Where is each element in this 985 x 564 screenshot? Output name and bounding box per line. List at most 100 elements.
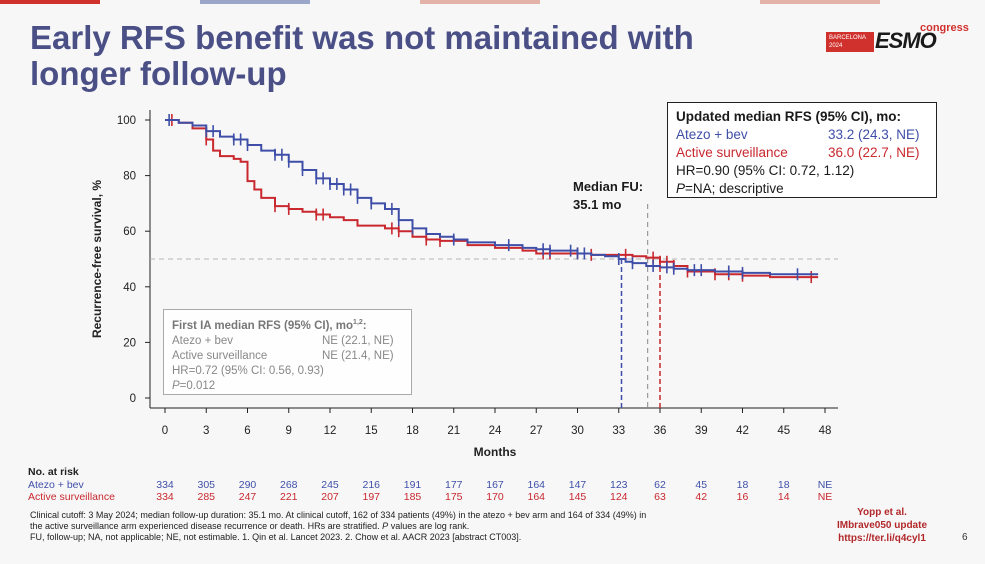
risk-value: 247 — [238, 491, 257, 503]
median-fu-label: Median FU: 35.1 mo — [573, 178, 663, 214]
risk-value: 14 — [777, 491, 790, 503]
y-tick-label: 100 — [117, 115, 136, 127]
x-tick-label: 3 — [203, 425, 209, 437]
top-accent-bar — [0, 0, 985, 5]
risk-value: 42 — [695, 491, 708, 503]
x-tick-label: 6 — [244, 425, 250, 437]
x-tick-label: 27 — [530, 425, 543, 437]
first-ia-atezo-name: Atezo + bev — [172, 334, 234, 347]
first-ia-surv-value: NE (21.4, NE) — [322, 349, 394, 362]
logo-congress-text: congress — [920, 22, 969, 34]
risk-value: 191 — [403, 478, 422, 491]
risk-row-surveillance: Active surveillance 334 285 247 221 207 197 18… — [28, 491, 848, 504]
logo-city: BARCELONA — [829, 35, 867, 41]
risk-value: 147 — [568, 478, 587, 491]
esmo-congress-logo: BARCELONA 2024 ESMO congress — [826, 22, 969, 54]
logo-esmo-text: ESMO — [875, 28, 937, 53]
risk-value: 207 — [321, 491, 339, 503]
x-tick-label: 36 — [654, 425, 667, 437]
risk-value: 167 — [486, 478, 504, 491]
y-tick-label: 40 — [123, 282, 136, 294]
first-ia-header: First IA median RFS (95% CI), mo1,2: — [172, 315, 403, 334]
risk-value: NE — [817, 478, 833, 491]
legend-surv-name: Active surveillance — [676, 145, 788, 160]
first-ia-box: First IA median RFS (95% CI), mo1,2: Ate… — [163, 309, 412, 395]
risk-row-atezo: Atezo + bev 334 305 290 268 245 216 191 177 167 1… — [28, 479, 848, 492]
footnote-line2: the active surveillance arm experienced … — [30, 521, 820, 532]
x-tick-label: 48 — [819, 425, 832, 437]
footnote-line1: Clinical cutoff: 3 May 2024; median foll… — [30, 510, 647, 520]
logo-year: 2024 — [829, 43, 843, 49]
risk-value: 63 — [654, 491, 666, 503]
y-tick-label: 20 — [123, 337, 136, 349]
y-tick-label: 60 — [123, 226, 136, 238]
title-line-1: Early RFS benefit was not maintained wit… — [30, 19, 694, 56]
risk-value: 18 — [777, 478, 790, 491]
risk-value: 334 — [156, 478, 174, 491]
first-ia-header-text: First IA median RFS (95% CI), mo — [172, 319, 354, 332]
legend-atezo-name: Atezo + bev — [676, 127, 748, 142]
risk-row-label: Atezo + bev — [28, 478, 84, 491]
risk-value: 16 — [736, 491, 749, 503]
updated-median-legend: Updated median RFS (95% CI), mo: Atezo +… — [667, 102, 937, 198]
risk-value: 245 — [321, 478, 339, 491]
first-ia-atezo-value: NE (22.1, NE) — [322, 334, 394, 347]
legend-row-surveillance: Active surveillance 36.0 (22.7, NE) — [676, 144, 928, 162]
first-ia-row-atezo: Atezo + bev NE (22.1, NE) — [172, 334, 403, 349]
y-tick-label: 80 — [123, 171, 136, 183]
x-tick-label: 45 — [777, 425, 790, 437]
x-tick-label: 18 — [406, 425, 419, 437]
x-tick-label: 30 — [571, 425, 584, 437]
x-tick-label: 21 — [447, 425, 460, 437]
footnote-line3: FU, follow-up; NA, not applicable; NE, n… — [30, 532, 522, 542]
legend-p-label: P — [676, 181, 686, 196]
risk-value: 305 — [197, 478, 216, 491]
risk-value: NE — [817, 491, 833, 503]
risk-table: No. at risk Atezo + bev 334 305 290 268 245 2… — [28, 466, 848, 504]
series-line-atezo — [165, 119, 819, 276]
slide-title: Early RFS benefit was not maintained wit… — [30, 20, 790, 92]
x-tick-label: 42 — [736, 425, 749, 437]
footnote-line2-p: P — [382, 521, 389, 531]
risk-value: 164 — [527, 491, 546, 503]
page-number: 6 — [962, 532, 968, 543]
risk-value: 268 — [279, 478, 298, 491]
km-chart: 0 3 6 9 12 15 18 21 24 27 30 33 36 39 42 45 480204060801… — [90, 110, 838, 459]
risk-value: 164 — [527, 478, 546, 491]
first-ia-p: P=0.012 — [172, 379, 403, 394]
x-axis-title: Months — [474, 445, 517, 459]
first-ia-header-end: : — [362, 319, 367, 332]
x-tick-label: 39 — [695, 425, 708, 437]
first-ia-p-rest: =0.012 — [179, 379, 216, 392]
x-tick-label: 0 — [162, 425, 168, 437]
legend-row-atezo: Atezo + bev 33.2 (24.3, NE) — [676, 126, 928, 144]
footnote-line2b: values are log rank. — [388, 521, 470, 531]
risk-table-header: No. at risk — [28, 466, 79, 478]
legend-hr: HR=0.90 (95% CI: 0.72, 1.12) — [676, 163, 855, 178]
x-tick-label: 12 — [324, 425, 337, 437]
legend-atezo-value: 33.2 (24.3, NE) — [828, 127, 920, 142]
logo-barcelona-box: BARCELONA 2024 — [826, 32, 874, 52]
y-tick-label: 0 — [130, 393, 136, 405]
footnote-line2a: the active surveillance arm experienced … — [30, 521, 383, 531]
risk-value: 185 — [403, 491, 422, 503]
x-tick-label: 33 — [612, 425, 625, 437]
reference-authors: Yopp et al. — [857, 507, 907, 518]
risk-value: 334 — [156, 491, 174, 503]
first-ia-header-sup: 1,2 — [353, 319, 363, 326]
risk-row-label: Active surveillance — [28, 491, 115, 503]
footnote: Clinical cutoff: 3 May 2024; median foll… — [30, 510, 820, 543]
first-ia-hr: HR=0.72 (95% CI: 0.56, 0.93) — [172, 364, 324, 377]
reference-link[interactable]: https://ter.li/q4cyl1 — [838, 533, 926, 544]
first-ia-surv-name: Active surveillance — [172, 349, 268, 362]
risk-value: 45 — [695, 478, 708, 491]
risk-value: 221 — [279, 491, 298, 503]
x-tick-label: 9 — [286, 425, 292, 437]
median-fu-line2: 35.1 mo — [573, 197, 622, 212]
risk-value: 145 — [568, 491, 587, 503]
risk-value: 177 — [444, 478, 463, 491]
y-axis-title: Recurrence-free survival, % — [90, 180, 104, 338]
legend-p-rest: =NA; descriptive — [685, 181, 784, 196]
risk-value: 62 — [654, 478, 666, 491]
x-tick-label: 24 — [489, 425, 502, 437]
